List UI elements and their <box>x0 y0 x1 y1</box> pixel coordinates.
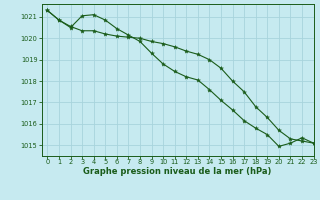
X-axis label: Graphe pression niveau de la mer (hPa): Graphe pression niveau de la mer (hPa) <box>84 167 272 176</box>
